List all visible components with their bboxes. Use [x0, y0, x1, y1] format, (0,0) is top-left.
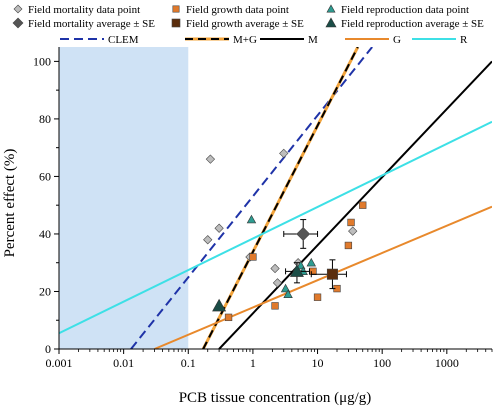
average-point-triangle	[289, 264, 304, 277]
data-point-square	[249, 253, 257, 261]
average-point-diamond	[296, 227, 311, 241]
legend-label: G	[393, 34, 401, 46]
axes: 0 20 40 60 80 100 0.001 0.01 0.1 1 10 100 1000	[33, 47, 493, 370]
data-point-diamond	[279, 148, 289, 159]
line-g	[154, 205, 492, 349]
data-point-diamond	[203, 235, 213, 245]
x-tick-label: 0.001	[46, 356, 73, 370]
y-tick-label: 60	[39, 169, 51, 183]
y-tick-label: 80	[39, 112, 51, 126]
data-point-diamond	[272, 278, 283, 288]
x-tick-label: 1000	[435, 356, 459, 370]
data-point-triangle	[296, 260, 306, 270]
legend-marker-triangle	[325, 17, 337, 28]
legend-label: Field growth average ± SE	[186, 18, 304, 30]
y-tick-label: 100	[33, 54, 51, 68]
legend-label: Field mortality average ± SE	[28, 18, 155, 30]
data-point-square	[344, 241, 353, 250]
legend-label: CLEM	[108, 34, 139, 46]
y-tick-label: 40	[39, 227, 51, 241]
legend-label: Field reproduction data point	[341, 4, 469, 16]
line-m-g	[202, 47, 359, 349]
data-point-square	[271, 302, 279, 310]
data-point-square	[313, 293, 322, 301]
data-point-diamond	[214, 223, 224, 233]
legend-label: M+G	[233, 34, 257, 46]
legend-marker-triangle	[326, 4, 336, 13]
line-m	[218, 60, 492, 349]
x-tick-label: 0.1	[181, 356, 196, 370]
data-point-square	[347, 218, 355, 227]
x-tick-label: 0.01	[113, 356, 134, 370]
data-point-diamond	[348, 226, 358, 236]
legend-label: M	[308, 34, 318, 46]
legend: Field mortality data point Field mortalit…	[12, 4, 484, 46]
data-point-square	[224, 313, 233, 322]
line-r	[59, 120, 492, 335]
average-point-triangle	[212, 298, 227, 312]
plot-clip-group	[59, 47, 492, 349]
legend-label: R	[460, 34, 468, 46]
shaded-region	[59, 47, 189, 349]
legend-label: Field reproduction average ± SE	[341, 18, 484, 30]
data-point-triangle	[283, 289, 293, 299]
legend-label: Field growth data point	[186, 4, 289, 16]
x-axis-label: PCB tissue concentration (μg/g)	[179, 390, 372, 406]
data-point-diamond	[270, 263, 280, 274]
legend-marker-square	[172, 5, 180, 13]
x-tick-label: 1	[250, 356, 256, 370]
legend-marker-square	[171, 18, 181, 28]
data-point-triangle	[246, 214, 257, 224]
data-point-square	[359, 201, 367, 209]
legend-marker-diamond	[13, 4, 23, 14]
y-tick-label: 20	[39, 284, 51, 298]
data-point-diamond	[205, 154, 216, 164]
y-axis-label: Percent effect (%)	[2, 149, 18, 258]
plot-area	[59, 47, 492, 349]
average-point-square	[326, 268, 338, 280]
y-tick-label: 0	[45, 342, 51, 356]
data-point-triangle	[280, 283, 291, 293]
data-point-triangle	[306, 257, 316, 267]
x-tick-label: 100	[373, 356, 391, 370]
legend-marker-diamond	[12, 17, 24, 29]
x-tick-label: 10	[312, 356, 324, 370]
legend-label: Field mortality data point	[28, 4, 140, 16]
data-point-square	[309, 267, 317, 276]
